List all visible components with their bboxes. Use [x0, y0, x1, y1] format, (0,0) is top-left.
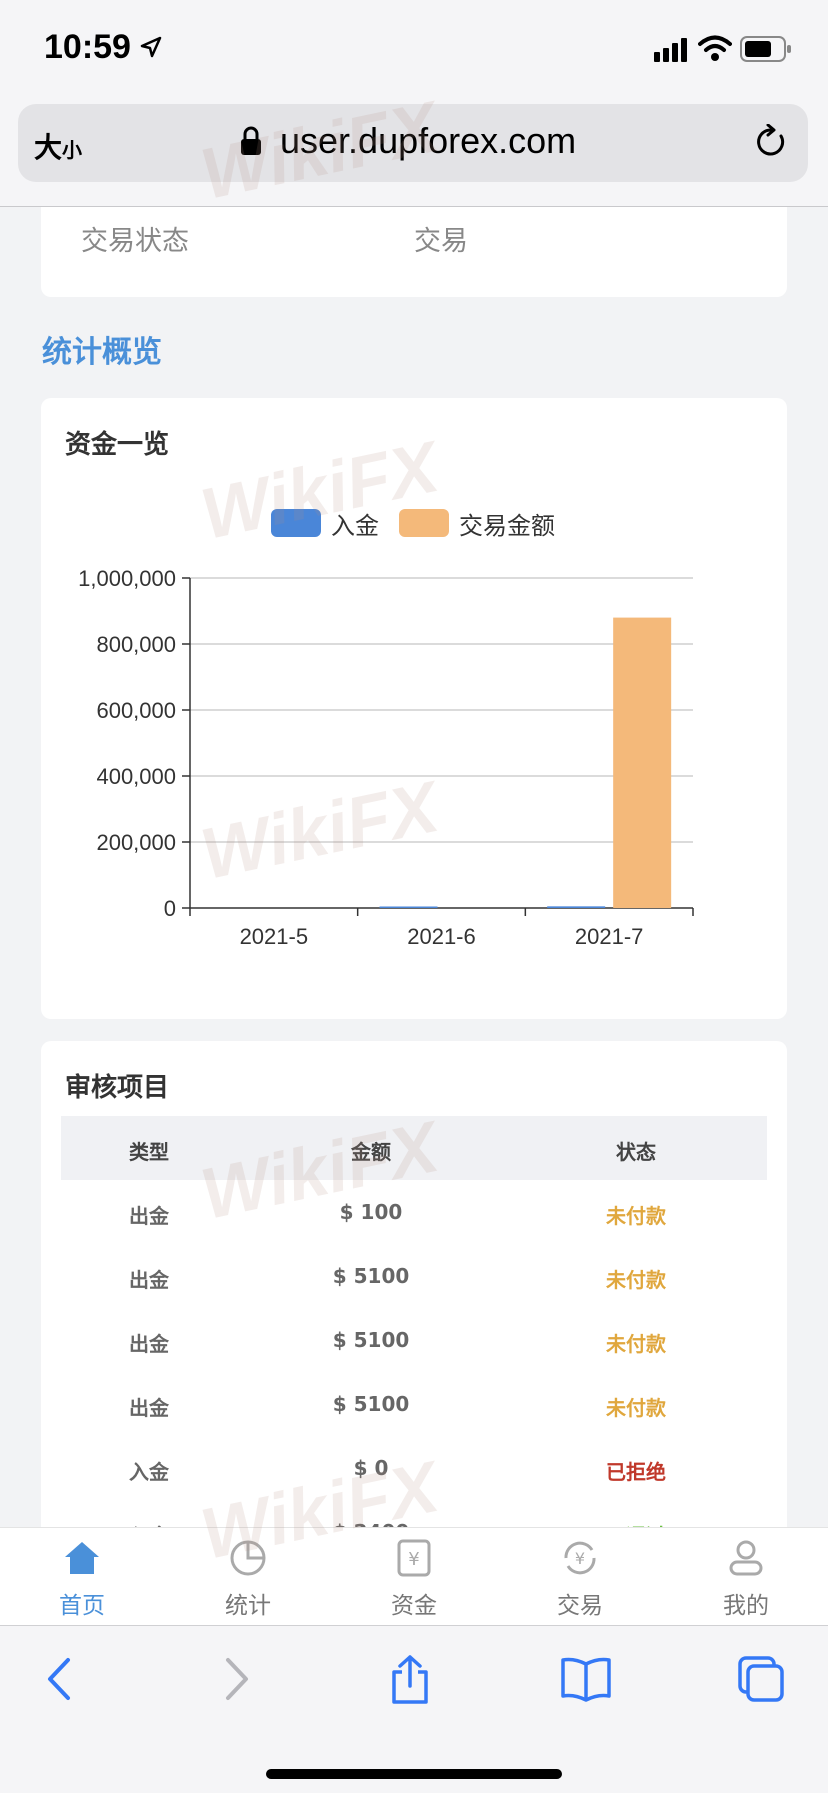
- y-tick-label: 1,000,000: [78, 568, 176, 591]
- tab-mine-label: 我的: [723, 1593, 769, 1619]
- cell-type: 出金: [129, 1396, 169, 1420]
- tab-stats[interactable]: 统计: [188, 1528, 308, 1625]
- forward-icon[interactable]: [216, 1654, 256, 1704]
- x-tick-label: 2021-5: [240, 924, 309, 949]
- funds-chart-card: 资金一览 入金 交易金额 0 200,000 400,000 600,000 800,0…: [41, 398, 787, 1019]
- tab-mine[interactable]: 我的: [686, 1528, 806, 1625]
- legend-swatch-deposit: [271, 509, 321, 537]
- cellular-signal-icon: [654, 38, 687, 62]
- page-content[interactable]: 交易状态 交易 统计概览 资金一览 入金 交易金额 0 200,000 400,00…: [0, 207, 828, 1527]
- cell-type: 出金: [129, 1268, 169, 1292]
- legend-label-deposit: 入金: [331, 511, 379, 540]
- cell-amount: $ 100: [339, 1200, 403, 1224]
- y-tick-label: 0: [164, 896, 176, 921]
- y-tick-label: 800,000: [96, 632, 176, 657]
- legend-item-deposit[interactable]: 入金: [271, 508, 379, 540]
- cell-amount: $ 5100: [332, 1328, 410, 1352]
- table-row[interactable]: 入金 $ 2400 已通过: [61, 1500, 767, 1527]
- trade-status-value: 交易: [414, 226, 468, 257]
- tab-home-label: 首页: [59, 1593, 105, 1619]
- cell-type: 出金: [129, 1204, 169, 1228]
- tab-trade-label: 交易: [557, 1593, 603, 1619]
- text-size-button[interactable]: 大小: [34, 126, 82, 166]
- battery-icon: [740, 36, 791, 62]
- share-icon[interactable]: [388, 1654, 432, 1706]
- pie-chart-icon: [230, 1540, 266, 1576]
- wifi-icon: [698, 35, 732, 61]
- text-size-big-label: 大: [34, 131, 63, 164]
- status-badge: 未付款: [606, 1332, 666, 1356]
- status-badge: 已拒绝: [606, 1460, 666, 1484]
- table-row[interactable]: 出金 $ 5100 未付款: [61, 1308, 767, 1372]
- bottom-tab-bar: 首页 统计 ¥ 资金 ¥ 交易 我的: [0, 1527, 828, 1625]
- trade-status-label: 交易状态: [81, 226, 189, 257]
- browser-address-area: 大小 user.dupforex.com: [0, 100, 828, 207]
- column-header-amount: 金额: [351, 1140, 391, 1164]
- tab-home[interactable]: 首页: [22, 1528, 142, 1625]
- y-tick-label: 400,000: [96, 764, 176, 789]
- lock-icon: [241, 126, 261, 155]
- table-row[interactable]: 出金 $ 100 未付款: [61, 1180, 767, 1244]
- bar-deposit: [547, 906, 606, 908]
- section-title: 统计概览: [42, 335, 162, 370]
- cell-type: 入金: [129, 1460, 169, 1484]
- cell-amount: $ 5100: [332, 1264, 410, 1288]
- legend-swatch-trade: [399, 509, 449, 537]
- status-time: 10:59: [44, 28, 131, 66]
- review-items-card: 审核项目 类型 金额 状态 出金 $ 100 未付款 出金 $ 5100 未付款 出金 $ 5…: [41, 1041, 787, 1527]
- browser-toolbar: [0, 1625, 828, 1793]
- legend-label-trade: 交易金额: [459, 511, 555, 540]
- status-badge: 未付款: [606, 1268, 666, 1292]
- status-badge: 未付款: [606, 1204, 666, 1228]
- tab-trade[interactable]: ¥ 交易: [520, 1528, 640, 1625]
- user-icon: [729, 1540, 763, 1576]
- url-text[interactable]: user.dupforex.com: [280, 120, 577, 161]
- y-tick-label: 600,000: [96, 698, 176, 723]
- cell-amount: $ 5100: [332, 1392, 410, 1416]
- svg-text:¥: ¥: [575, 1549, 585, 1568]
- home-indicator: [266, 1769, 562, 1779]
- status-badge: 已通过: [606, 1520, 666, 1527]
- cell-type: 入金: [129, 1520, 169, 1527]
- y-tick-label: 200,000: [96, 830, 176, 855]
- yuan-exchange-icon: ¥: [564, 1541, 596, 1575]
- tab-funds-label: 资金: [391, 1593, 437, 1619]
- text-size-small-label: 小: [62, 138, 83, 162]
- bar-deposit: [379, 906, 438, 908]
- column-header-status: 状态: [616, 1140, 656, 1164]
- trade-status-card: 交易状态 交易: [41, 207, 787, 297]
- reload-icon[interactable]: [754, 124, 788, 160]
- svg-text:¥: ¥: [408, 1549, 419, 1570]
- bar-trade: [613, 617, 672, 908]
- cell-type: 出金: [129, 1332, 169, 1356]
- cell-amount: $ 2400: [333, 1520, 410, 1527]
- status-badge: 未付款: [606, 1396, 666, 1420]
- tabs-icon[interactable]: [736, 1654, 786, 1704]
- x-tick-label: 2021-7: [575, 924, 644, 949]
- home-icon: [65, 1542, 99, 1574]
- back-icon[interactable]: [40, 1654, 80, 1704]
- table-row[interactable]: 出金 $ 5100 未付款: [61, 1372, 767, 1436]
- table-row[interactable]: 出金 $ 5100 未付款: [61, 1244, 767, 1308]
- legend-item-trade[interactable]: 交易金额: [399, 508, 555, 540]
- address-bar[interactable]: 大小 user.dupforex.com: [18, 104, 808, 182]
- review-card-title: 审核项目: [65, 1073, 170, 1103]
- yuan-card-icon: ¥: [397, 1539, 431, 1577]
- tab-funds[interactable]: ¥ 资金: [354, 1528, 474, 1625]
- table-row[interactable]: 入金 $ 0 已拒绝: [61, 1436, 767, 1500]
- location-arrow-icon: [140, 36, 162, 58]
- column-header-type: 类型: [129, 1140, 169, 1164]
- tab-stats-label: 统计: [225, 1593, 271, 1619]
- status-bar: 10:59: [0, 0, 828, 100]
- bookmarks-icon[interactable]: [560, 1654, 612, 1704]
- cell-amount: $ 0: [353, 1456, 389, 1480]
- funds-bar-chart: 0 200,000 400,000 600,000 800,000 1,000,000 20…: [78, 568, 694, 949]
- table-header: 类型 金额 状态: [61, 1116, 767, 1180]
- chart-card-title: 资金一览: [65, 430, 170, 460]
- x-tick-label: 2021-6: [407, 924, 476, 949]
